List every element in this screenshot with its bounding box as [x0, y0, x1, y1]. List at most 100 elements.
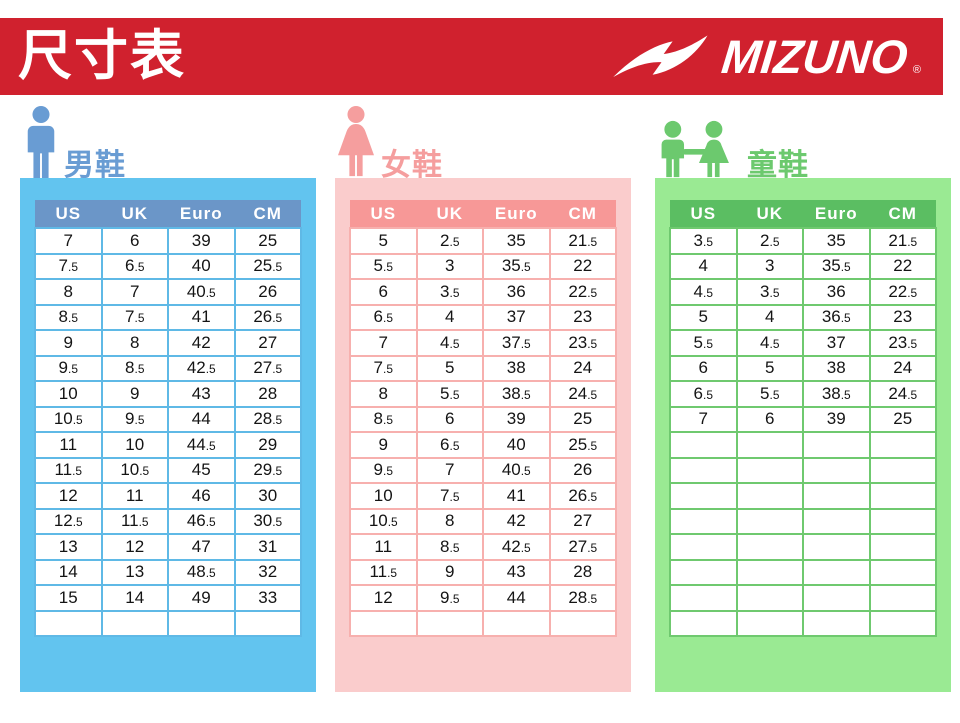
- table-row: 10.5 8 42 27: [349, 507, 617, 535]
- size-cell: [735, 584, 804, 612]
- men-size-table: US UK Euro CM 7 6 39 25 7.5 6.5 40 25.5 8 7 40.5 26…: [34, 200, 302, 637]
- size-cell: 7: [669, 405, 738, 433]
- table-row: 6 5 38 24: [669, 354, 937, 382]
- size-cell: 40.5: [482, 456, 551, 484]
- size-cell: 10.5: [34, 405, 103, 433]
- table-row: [669, 558, 937, 586]
- size-cell: 37: [482, 303, 551, 331]
- size-cell: 2.5: [735, 227, 804, 255]
- size-cell: 44: [482, 584, 551, 612]
- size-cell: 38.5: [482, 380, 551, 408]
- man-icon: [27, 106, 55, 178]
- section-label-women: 女鞋: [381, 149, 443, 182]
- size-cell: 4.5: [415, 329, 484, 357]
- size-cell: 5.5: [735, 380, 804, 408]
- size-cell: 36: [482, 278, 551, 306]
- size-cell: 21.5: [548, 227, 617, 255]
- size-cell: [868, 584, 937, 612]
- table-row: 11.5 10.5 45 29.5: [34, 456, 302, 484]
- size-cell: 42: [482, 507, 551, 535]
- size-cell: [802, 482, 871, 510]
- table-row: 12 9.5 44 28.5: [349, 584, 617, 612]
- size-cell: 5.5: [669, 329, 738, 357]
- size-cell: 29: [233, 431, 302, 459]
- header-row: US UK Euro CM: [35, 200, 301, 228]
- size-cell: 14: [100, 584, 169, 612]
- size-cell: 8: [100, 329, 169, 357]
- table-row: [669, 507, 937, 535]
- size-cell: [669, 584, 738, 612]
- size-cell: [802, 533, 871, 561]
- size-cell: [34, 609, 103, 637]
- size-cell: [735, 533, 804, 561]
- size-cell: 41: [167, 303, 236, 331]
- size-cell: 5.5: [415, 380, 484, 408]
- size-cell: 7.5: [349, 354, 418, 382]
- column-header-us: US: [350, 200, 417, 228]
- table-row: 4 3 35.5 22: [669, 252, 937, 280]
- size-cell: [802, 431, 871, 459]
- size-cell: 42: [167, 329, 236, 357]
- size-cell: [735, 431, 804, 459]
- size-cell: [802, 456, 871, 484]
- size-cell: 38: [482, 354, 551, 382]
- size-cell: 45: [167, 456, 236, 484]
- size-cell: 27: [233, 329, 302, 357]
- children-icon: [661, 120, 729, 178]
- table-row: [34, 609, 302, 637]
- size-cell: 25: [868, 405, 937, 433]
- table-row: [669, 584, 937, 612]
- table-row: 10 9 43 28: [34, 380, 302, 408]
- size-cell: 31: [233, 533, 302, 561]
- table-row: [669, 456, 937, 484]
- size-cell: 39: [167, 227, 236, 255]
- size-cell: 7.5: [100, 303, 169, 331]
- table-row: 8.5 7.5 41 26.5: [34, 303, 302, 331]
- size-cell: [802, 558, 871, 586]
- size-cell: 23.5: [868, 329, 937, 357]
- size-cell: 35.5: [802, 252, 871, 280]
- size-cell: 12: [349, 584, 418, 612]
- table-row: 8 7 40.5 26: [34, 278, 302, 306]
- table-row: 8.5 6 39 25: [349, 405, 617, 433]
- size-cell: [669, 456, 738, 484]
- table-row: [669, 431, 937, 459]
- size-cell: 25.5: [548, 431, 617, 459]
- size-cell: 30: [233, 482, 302, 510]
- women-table-panel: US UK Euro CM 5 2.5 35 21.5 5.5 3 35.5 22 6 3.5 36…: [335, 178, 631, 692]
- size-cell: 46.5: [167, 507, 236, 535]
- size-cell: [669, 507, 738, 535]
- section-kids: 童鞋 US UK Euro CM 3.5 2.5 35 21.5 4 3 35.5 22 4.5…: [655, 108, 951, 692]
- table-row: 4.5 3.5 36 22.5: [669, 278, 937, 306]
- table-row: 12 11 46 30: [34, 482, 302, 510]
- table-row: 3.5 2.5 35 21.5: [669, 227, 937, 255]
- size-cell: 38: [802, 354, 871, 382]
- size-cell: 6: [735, 405, 804, 433]
- table-row: 14 13 48.5 32: [34, 558, 302, 586]
- table-row: 10.5 9.5 44 28.5: [34, 405, 302, 433]
- women-icon-area: 女鞋: [335, 106, 631, 182]
- table-row: [669, 533, 937, 561]
- size-cell: [669, 431, 738, 459]
- size-cell: 42.5: [482, 533, 551, 561]
- size-cell: 44: [167, 405, 236, 433]
- size-cell: 3.5: [669, 227, 738, 255]
- size-cell: 6.5: [100, 252, 169, 280]
- size-cell: 5.5: [349, 252, 418, 280]
- table-row: [669, 609, 937, 637]
- size-cell: 35: [482, 227, 551, 255]
- size-cell: 14: [34, 558, 103, 586]
- size-cell: [349, 609, 418, 637]
- size-cell: 9.5: [415, 584, 484, 612]
- section-label-kids: 童鞋: [747, 149, 809, 182]
- size-cell: 27.5: [548, 533, 617, 561]
- size-cell: 27: [548, 507, 617, 535]
- column-header-cm: CM: [234, 200, 301, 228]
- size-cell: 4: [735, 303, 804, 331]
- column-header-uk: UK: [101, 200, 168, 228]
- size-cell: [802, 609, 871, 637]
- table-row: 11.5 9 43 28: [349, 558, 617, 586]
- column-header-cm: CM: [869, 200, 936, 228]
- size-cell: 26: [548, 456, 617, 484]
- size-cell: 7: [34, 227, 103, 255]
